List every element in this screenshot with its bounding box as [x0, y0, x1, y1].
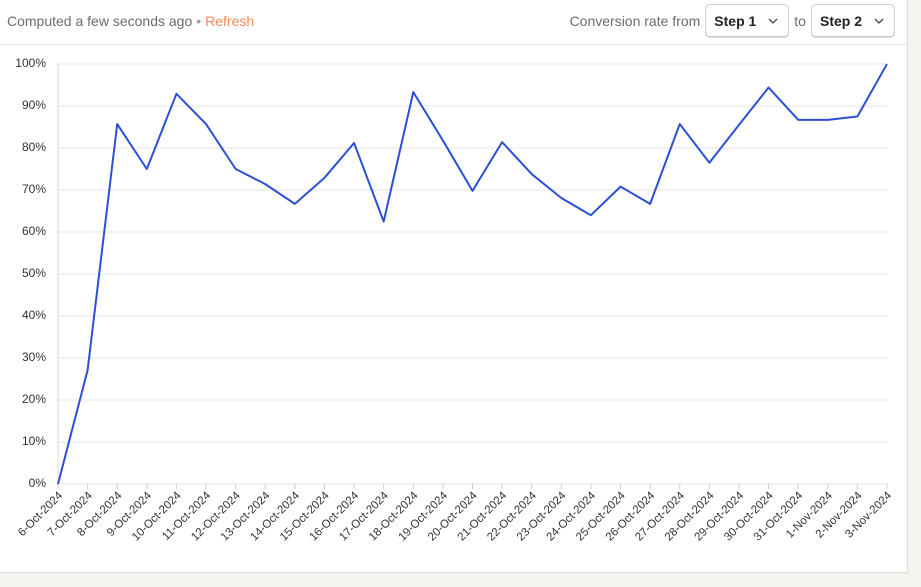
toolbar: Computed a few seconds ago • Refresh Conve…: [0, 0, 907, 45]
y-tick-label: 10%: [22, 434, 46, 448]
status: Computed a few seconds ago • Refresh: [7, 13, 254, 29]
refresh-link[interactable]: Refresh: [205, 13, 255, 29]
chevron: [874, 18, 884, 24]
separator: •: [196, 13, 202, 29]
y-tick-label: 90%: [22, 98, 46, 112]
y-tick-label: 20%: [22, 392, 46, 406]
from-step-dropdown[interactable]: Step 1: [705, 4, 790, 37]
step-selector: Conversion rate from Step 1 to Step 2: [570, 4, 895, 37]
y-tick-label: 0%: [29, 476, 47, 490]
y-tick-label: 40%: [22, 308, 46, 322]
from-label: Conversion rate from: [569, 12, 701, 29]
chevron: [768, 18, 778, 24]
insight-card: Computed a few seconds ago • Refresh Conve…: [0, 0, 908, 573]
y-tick-label: 80%: [22, 140, 46, 154]
computed-text: Computed a few seconds ago: [7, 13, 193, 29]
y-tick-label: 60%: [22, 224, 46, 238]
chart: 0%10%20%30%40%50%60%70%80%90%100%6-Oct-2…: [15, 56, 894, 543]
line: [57, 63, 888, 485]
to-label: to: [794, 12, 806, 29]
to-step-dropdown[interactable]: Step 2: [810, 4, 895, 37]
y-tick-label: 50%: [22, 266, 46, 280]
to-step: Step 2: [819, 12, 862, 29]
y-tick-label: 30%: [22, 350, 46, 364]
from-step: Step 1: [714, 12, 757, 29]
y-tick-label: 70%: [22, 182, 46, 196]
y-tick-label: 100%: [15, 56, 46, 70]
